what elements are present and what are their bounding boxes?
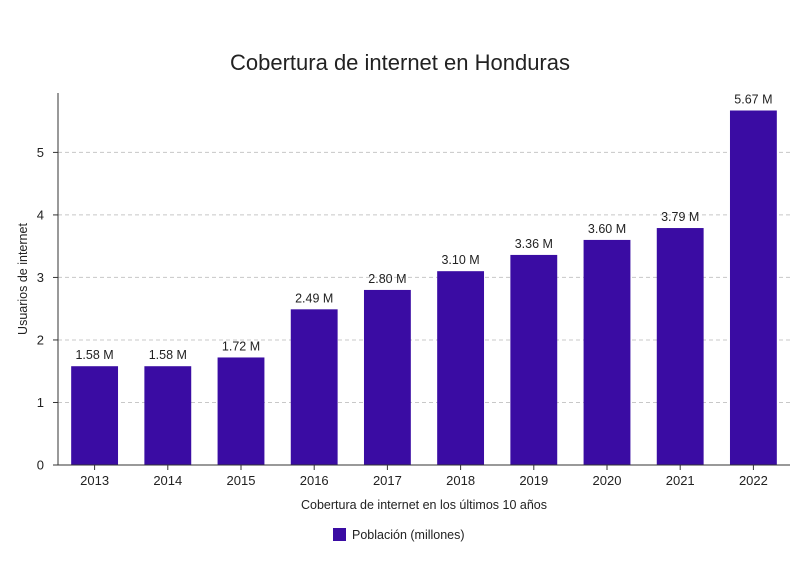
bar-value-label: 5.67 M <box>734 93 772 107</box>
bar-value-label: 3.79 M <box>661 210 699 224</box>
y-tick-label: 4 <box>37 207 44 222</box>
bar-value-label: 2.80 M <box>368 272 406 286</box>
bar-value-label: 3.36 M <box>515 237 553 251</box>
bar <box>437 271 485 465</box>
bar <box>217 357 265 465</box>
y-tick-label: 2 <box>37 332 44 347</box>
x-tick-label: 2020 <box>593 473 622 488</box>
x-axis-label: Cobertura de internet en los últimos 10 … <box>301 498 547 512</box>
x-tick-label: 2018 <box>446 473 475 488</box>
y-axis-label: Usuarios de internet <box>16 223 30 335</box>
bar <box>71 366 119 465</box>
x-tick-label: 2013 <box>80 473 109 488</box>
x-tick-label: 2014 <box>153 473 182 488</box>
bar <box>510 254 558 465</box>
bar-value-label: 1.58 M <box>75 348 113 362</box>
x-tick-label: 2016 <box>300 473 329 488</box>
y-tick-label: 5 <box>37 145 44 160</box>
bar <box>656 228 704 465</box>
x-tick-label: 2021 <box>666 473 695 488</box>
x-tick-label: 2022 <box>739 473 768 488</box>
bar <box>583 239 631 465</box>
bar-value-label: 3.60 M <box>588 222 626 236</box>
x-tick-label: 2015 <box>227 473 256 488</box>
y-axis-ticks: 0 1 2 3 4 5 <box>37 145 58 473</box>
bar <box>729 110 777 465</box>
x-tick-label: 2019 <box>519 473 548 488</box>
legend-swatch <box>333 528 346 541</box>
bar <box>290 309 338 465</box>
bar-value-label: 2.49 M <box>295 291 333 305</box>
y-tick-label: 1 <box>37 395 44 410</box>
x-axis-ticks: 2013 2014 2015 2016 2017 2018 2019 2020 2021 2022 <box>80 465 768 488</box>
data-labels: 1.58 M 1.58 M 1.72 M 2.49 M 2.80 M 3.10 M 3.36… <box>75 93 772 363</box>
legend-label: Población (millones) <box>352 528 465 542</box>
y-tick-label: 3 <box>37 270 44 285</box>
legend: Población (millones) <box>333 528 465 542</box>
bars <box>71 110 777 465</box>
y-tick-label: 0 <box>37 458 44 473</box>
bar-value-label: 3.10 M <box>441 253 479 267</box>
bar-value-label: 1.58 M <box>149 348 187 362</box>
bar <box>363 289 411 465</box>
chart-title: Cobertura de internet en Honduras <box>230 50 570 75</box>
x-tick-label: 2017 <box>373 473 402 488</box>
bar-value-label: 1.72 M <box>222 339 260 353</box>
bar <box>144 366 192 465</box>
